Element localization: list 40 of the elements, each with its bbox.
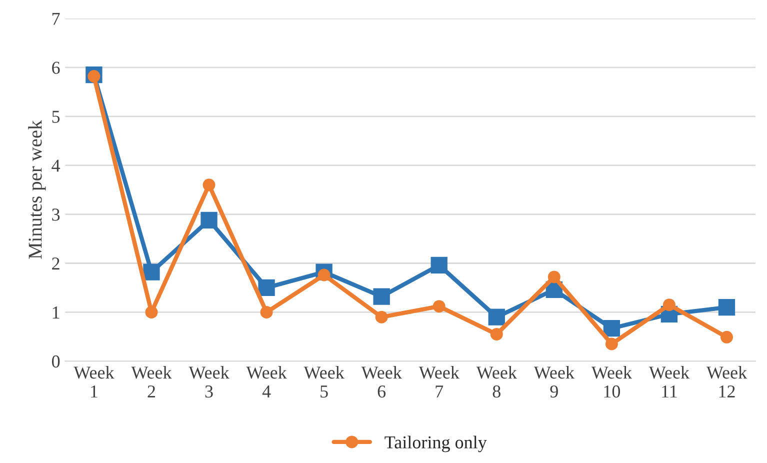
y-tick-label: 2 xyxy=(52,258,60,270)
x-tick-label: Week 3 xyxy=(188,366,230,398)
x-tick-label: Week 12 xyxy=(706,366,748,398)
point xyxy=(258,279,275,296)
point xyxy=(718,298,736,316)
y-tick-label: 5 xyxy=(52,110,60,123)
x-tick-label: Week 7 xyxy=(418,366,460,398)
x-tick-label: Week 5 xyxy=(304,366,344,398)
x-tick-label: Week 4 xyxy=(246,366,287,398)
y-tick-label: 3 xyxy=(52,208,60,221)
point xyxy=(605,338,618,350)
x-tick-label: Week 6 xyxy=(361,366,402,398)
point xyxy=(662,298,676,312)
x-tick-label: Week 10 xyxy=(591,366,632,398)
point xyxy=(548,270,560,284)
y-tick-label: 0 xyxy=(52,355,60,368)
point xyxy=(720,330,733,344)
y-tick-label: 7 xyxy=(52,12,60,25)
point xyxy=(430,256,448,274)
y-axis-title: Minutes per week xyxy=(28,120,46,259)
legend-label: Tailoring only xyxy=(384,436,487,452)
point xyxy=(260,306,273,318)
y-tick-label: 1 xyxy=(52,306,60,318)
point xyxy=(432,300,446,313)
y-tick-label: 4 xyxy=(52,160,60,172)
point xyxy=(145,306,158,318)
point xyxy=(200,212,218,229)
y-tick-label: 6 xyxy=(52,62,60,74)
point xyxy=(603,320,620,337)
x-tick-label: Week 9 xyxy=(534,366,574,398)
point xyxy=(373,288,390,305)
x-tick-label: Week 1 xyxy=(74,366,114,398)
point xyxy=(202,178,216,192)
x-tick-label: Week 2 xyxy=(131,366,172,398)
point xyxy=(490,328,503,340)
x-tick-label: Week 11 xyxy=(648,366,690,398)
point xyxy=(143,264,160,280)
point xyxy=(375,310,388,324)
point xyxy=(488,308,505,326)
x-tick-label: Week 8 xyxy=(476,366,517,398)
